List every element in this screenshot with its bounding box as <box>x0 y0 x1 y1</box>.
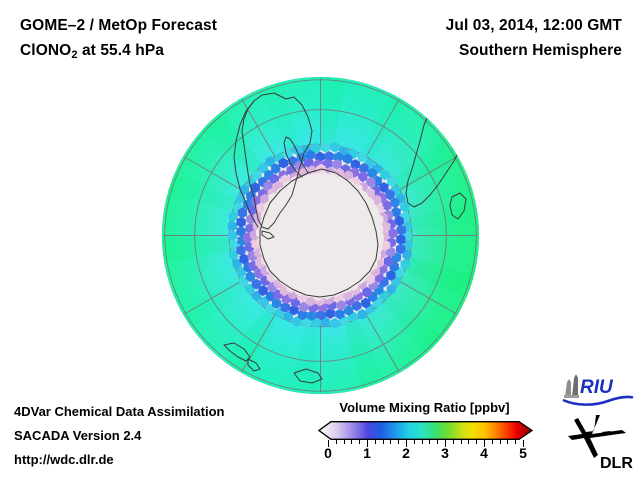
colorbar-minor-tick <box>343 440 345 444</box>
colorbar-minor-tick <box>499 440 501 444</box>
species-level: at 55.4 hPa <box>77 42 165 59</box>
colorbar-minor-tick <box>515 440 517 444</box>
species-name: ClONO <box>20 42 72 59</box>
footer-version: SACADA Version 2.4 <box>14 428 142 443</box>
dlr-emblem-icon <box>568 415 626 458</box>
dlr-wordmark: DLR <box>600 455 633 472</box>
colorbar-outline <box>318 421 533 440</box>
colorbar-minor-tick <box>460 440 462 444</box>
colorbar-minor-tick <box>398 440 400 444</box>
colorbar-tick-label: 4 <box>480 445 488 461</box>
colorbar-title: Volume Mixing Ratio [ppbv] <box>339 400 510 415</box>
riu-logo: RIU <box>562 374 634 406</box>
colorbar-tick-label: 0 <box>324 445 332 461</box>
colorbar-tick-label: 3 <box>441 445 449 461</box>
footer-url[interactable]: http://wdc.dlr.de <box>14 452 114 467</box>
colorbar-minor-tick <box>507 440 509 444</box>
page-title: GOME–2 / MetOp Forecast <box>20 17 217 34</box>
species-subtitle: ClONO2 at 55.4 hPa <box>20 42 165 61</box>
colorbar-minor-tick <box>390 440 392 444</box>
colorbar-minor-tick <box>476 440 478 444</box>
colorbar-minor-tick <box>413 440 415 444</box>
colorbar-major-tick <box>523 440 524 447</box>
colorbar-minor-tick <box>421 440 423 444</box>
colorbar-major-tick <box>367 440 368 447</box>
riu-wordmark: RIU <box>580 377 614 398</box>
colorbar-minor-tick <box>452 440 454 444</box>
region-label: Southern Hemisphere <box>459 42 622 59</box>
timestamp-label: Jul 03, 2014, 12:00 GMT <box>445 17 622 34</box>
colorbar-major-tick <box>484 440 485 447</box>
colorbar-minor-tick <box>374 440 376 444</box>
colorbar-minor-tick <box>468 440 470 444</box>
colorbar-major-tick <box>328 440 329 447</box>
colorbar-major-tick <box>406 440 407 447</box>
globe-disc <box>162 77 479 394</box>
colorbar: Volume Mixing Ratio [ppbv] <box>318 400 533 463</box>
colorbar-minor-tick <box>351 440 353 444</box>
colorbar-tick-labels: 0 1 2 3 4 5 <box>318 445 533 463</box>
colorbar-minor-tick <box>491 440 493 444</box>
colorbar-minor-tick <box>335 440 337 444</box>
globe-limb-shading <box>162 77 479 394</box>
dlr-logo: DLR <box>568 415 633 472</box>
footer-method: 4DVar Chemical Data Assimilation <box>14 404 225 419</box>
colorbar-tick-label: 2 <box>402 445 410 461</box>
colorbar-major-tick <box>445 440 446 447</box>
colorbar-tick-label: 5 <box>519 445 527 461</box>
colorbar-minor-tick <box>382 440 384 444</box>
colorbar-bar <box>318 421 533 447</box>
riu-swoosh-icon <box>562 395 634 406</box>
colorbar-minor-tick <box>359 440 361 444</box>
colorbar-ticks <box>328 440 524 447</box>
globe-map <box>162 77 479 394</box>
species-subscript: 2 <box>71 49 78 61</box>
colorbar-tick-label: 1 <box>363 445 371 461</box>
colorbar-minor-tick <box>429 440 431 444</box>
colorbar-minor-tick <box>437 440 439 444</box>
riu-towers-icon <box>564 374 579 398</box>
